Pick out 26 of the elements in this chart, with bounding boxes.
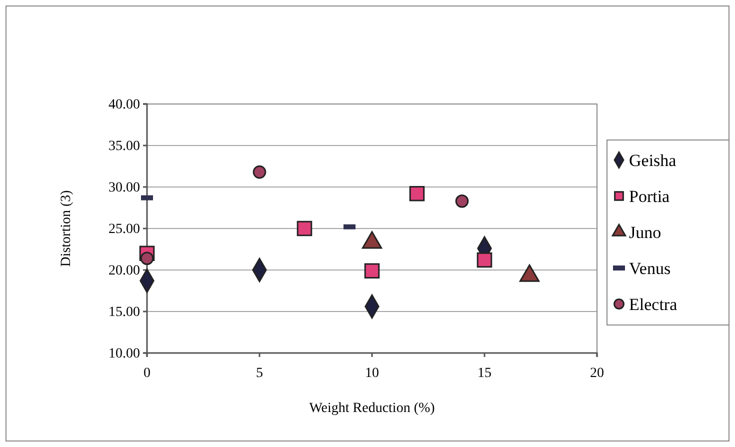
y-tick-label: 15.00 — [108, 304, 140, 320]
y-tick-label: 30.00 — [108, 180, 140, 196]
legend-label: Portia — [629, 187, 670, 206]
y-tick-label: 40.00 — [108, 97, 140, 112]
y-axis-title: Distortion (3) — [59, 190, 74, 267]
point — [140, 252, 154, 266]
legend-label: Electra — [629, 295, 678, 314]
x-axis-title: Weight Reduction (%) — [309, 401, 436, 416]
point — [455, 194, 469, 208]
y-tick-label: 35.00 — [108, 138, 140, 154]
point — [409, 186, 425, 202]
legend-label: Juno — [629, 223, 662, 242]
point — [476, 252, 492, 268]
x-tick-label: 10 — [365, 366, 379, 381]
y-tick-label: 25.00 — [108, 222, 140, 237]
y-tick-label: 20.00 — [108, 263, 140, 278]
point — [296, 220, 312, 236]
x-tick-label: 0 — [144, 366, 150, 381]
point — [364, 263, 380, 278]
x-tick-label: 5 — [256, 366, 263, 381]
x-tick-label: 20 — [590, 366, 604, 381]
legend-label: Geisha — [629, 151, 677, 170]
y-tick-label: 10.00 — [108, 346, 140, 362]
x-tick-label: 15 — [478, 366, 492, 381]
legend-label: Venus — [629, 259, 671, 278]
point — [252, 165, 266, 179]
